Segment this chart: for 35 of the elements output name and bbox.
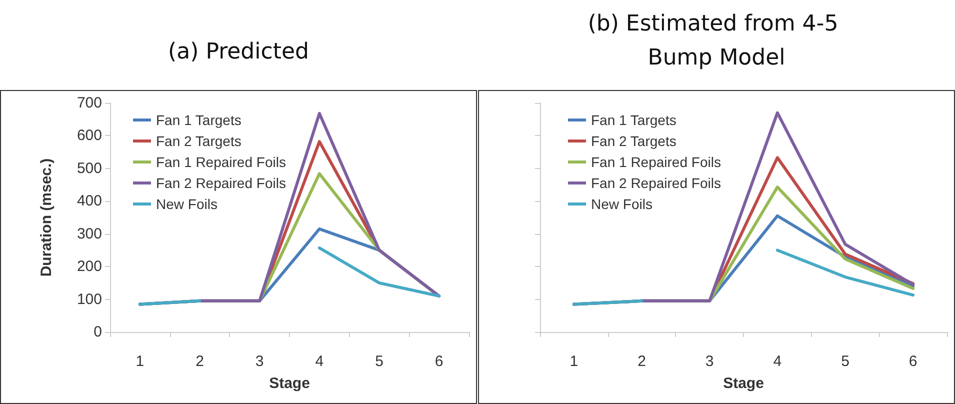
x-axis-title: Stage (269, 375, 310, 392)
y-tick-label: 0 (94, 324, 102, 340)
legend-label: Fan 2 Repaired Foils (156, 175, 286, 191)
legend-label: Fan 1 Repaired Foils (591, 154, 721, 170)
legend-label: Fan 1 Targets (591, 112, 676, 128)
legend-label: Fan 2 Targets (591, 133, 676, 149)
x-tick-label: 3 (705, 353, 714, 370)
legend-label: Fan 2 Repaired Foils (591, 175, 721, 191)
x-tick-label: 4 (315, 353, 324, 370)
legend-label: Fan 1 Targets (156, 112, 242, 128)
legend-label: New Foils (591, 196, 652, 212)
y-tick-label: 500 (76, 160, 102, 177)
x-tick-label: 6 (908, 353, 918, 370)
x-tick-label: 1 (136, 353, 144, 370)
x-tick-label: 2 (196, 353, 204, 370)
x-tick-label: 4 (773, 353, 782, 370)
x-tick-label: 1 (570, 353, 578, 370)
x-tick-label: 2 (638, 353, 646, 370)
y-tick-label: 100 (76, 290, 102, 308)
chart-title: (a) Predicted (168, 40, 309, 64)
y-tick-label: 600 (76, 127, 102, 144)
x-tick-label: 5 (841, 353, 850, 370)
y-tick-label: 200 (76, 258, 102, 276)
x-tick-label: 3 (255, 353, 264, 370)
y-axis-title: Duration (msec.) (38, 158, 55, 277)
legend-label: Fan 2 Targets (156, 133, 242, 149)
y-tick-label: 300 (76, 225, 102, 242)
y-tick-label: 400 (76, 192, 102, 210)
y-tick-label: 700 (76, 94, 102, 112)
legend-label: Fan 1 Repaired Foils (156, 154, 286, 170)
x-tick-label: 6 (434, 353, 444, 370)
legend-label: New Foils (156, 196, 218, 212)
chart-title: (b) Estimated from 4-5 Bump Model (588, 12, 846, 70)
x-tick-label: 5 (375, 353, 384, 370)
x-axis-title: Stage (723, 375, 764, 392)
